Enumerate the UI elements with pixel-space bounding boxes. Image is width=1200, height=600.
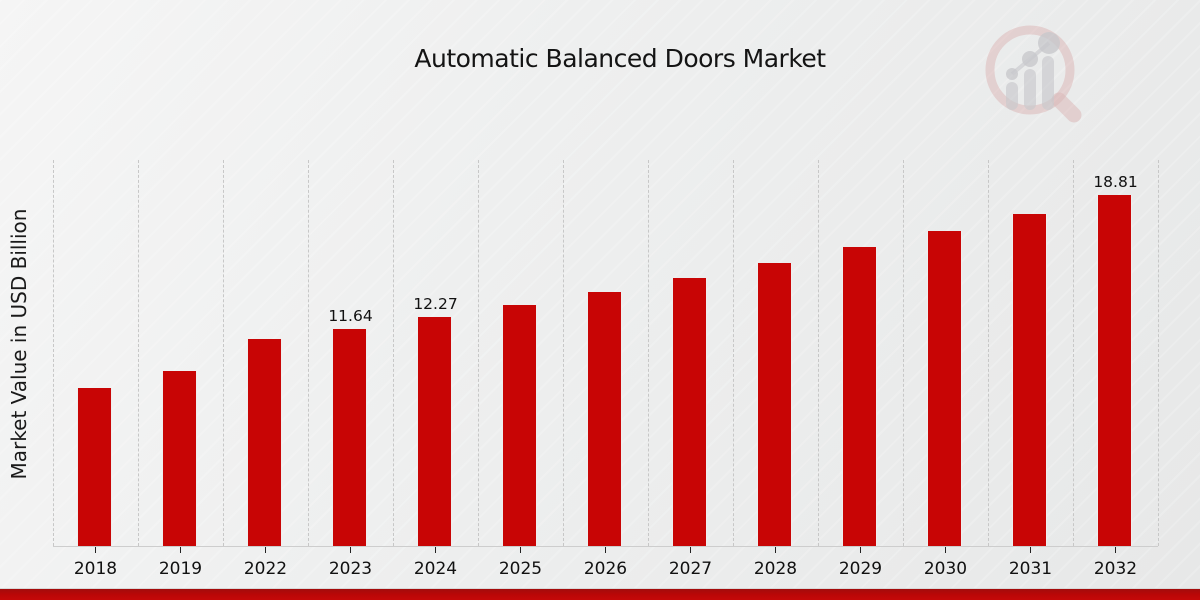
x-axis-tick [945,547,946,553]
bar-column: 2022 [223,160,308,579]
data-label: 12.27 [413,295,458,314]
gridline [648,160,649,546]
gridline [478,160,479,546]
x-axis-tick [775,547,776,553]
bar [757,262,792,546]
bar-column: 12.27 2024 [393,160,478,579]
x-axis-tick [605,547,606,553]
x-axis-tick [1115,547,1116,553]
x-axis-tick [860,547,861,553]
plot-area: 2018 2019 2022 11.64 2023 12.27 2024 2025 2026 20… [53,160,1159,579]
bar-column: 2027 [648,160,733,579]
gridline [1073,160,1074,546]
bar-column: 2026 [563,160,648,579]
bar-column: 2028 [733,160,818,579]
gridline [733,160,734,546]
bar-column: 18.81 2032 [1073,160,1158,579]
gridline [988,160,989,546]
bar [502,304,537,546]
gridline [818,160,819,546]
x-axis-tick [180,547,181,553]
bar-column: 2031 [988,160,1073,579]
gridline [563,160,564,546]
x-tick-label: 2031 [1008,559,1053,579]
magnifier-bar-chart-watermark-icon [985,25,1082,123]
x-tick-label: 2018 [73,559,118,579]
bar [842,247,877,546]
x-axis-tick [265,547,266,553]
x-tick-label: 2026 [583,559,628,579]
x-tick-label: 2025 [498,559,543,579]
gridline [1158,160,1159,546]
x-tick-label: 2030 [923,559,968,579]
x-tick-label: 2019 [158,559,203,579]
gridline [53,160,54,546]
x-tick-label: 2024 [413,559,458,579]
footer-accent-bar [0,588,1200,600]
x-axis-tick [350,547,351,553]
bar [77,387,112,546]
bar [162,370,197,546]
bar-column: 2018 [53,160,138,579]
bar [1097,195,1132,546]
bar-column: 2019 [138,160,223,579]
bar [332,328,367,546]
gridline [308,160,309,546]
bar-column: 2030 [903,160,988,579]
data-label: 18.81 [1093,173,1138,192]
gridline [223,160,224,546]
bar [247,339,282,546]
x-axis-tick [95,547,96,553]
x-tick-label: 2027 [668,559,713,579]
bar [587,291,622,546]
data-label: 11.64 [328,306,373,325]
x-tick-label: 2023 [328,559,373,579]
bar-column: 2029 [818,160,903,579]
gridline [903,160,904,546]
y-axis-label: Market Value in USD Billion [7,208,31,480]
bar-column: 11.64 2023 [308,160,393,579]
x-tick-label: 2022 [243,559,288,579]
bar-column: 2025 [478,160,563,579]
x-axis-tick [435,547,436,553]
gridline [138,160,139,546]
bar [927,230,962,546]
x-axis-tick [520,547,521,553]
x-axis-tick [690,547,691,553]
bar [1012,213,1047,546]
x-axis-tick [1030,547,1031,553]
bar [417,317,452,546]
bar [672,277,707,546]
x-tick-label: 2029 [838,559,883,579]
chart-title: Automatic Balanced Doors Market [414,44,826,73]
x-tick-label: 2032 [1093,559,1138,579]
gridline [393,160,394,546]
x-tick-label: 2028 [753,559,798,579]
